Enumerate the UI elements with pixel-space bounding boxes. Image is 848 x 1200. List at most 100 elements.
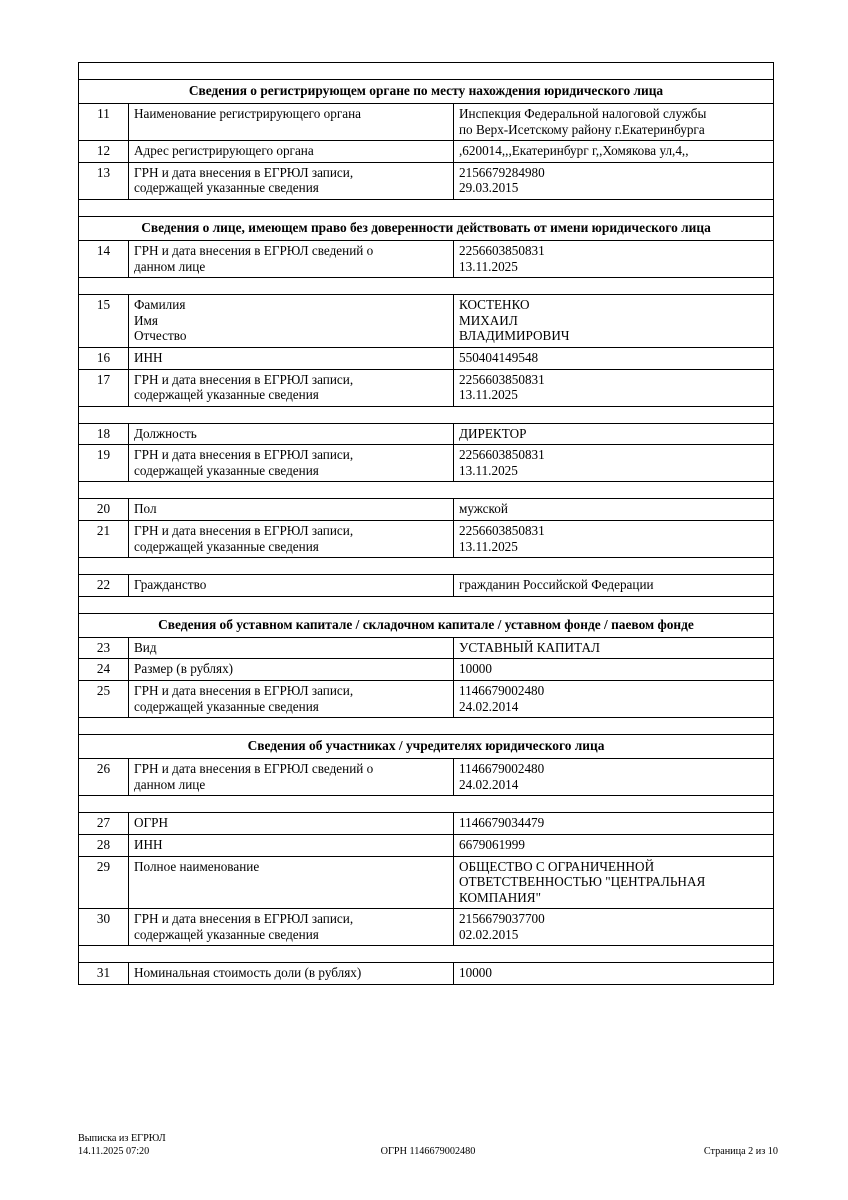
row-value: 10000 bbox=[452, 658, 775, 681]
row-value-line: 13.11.2025 bbox=[459, 538, 518, 554]
egrul-data-table: Сведения о регистрирующем органе по мест… bbox=[77, 62, 775, 985]
row-value-line: Инспекция Федеральной налоговой службы bbox=[459, 106, 707, 122]
row-value-line: 24.02.2014 bbox=[459, 776, 519, 792]
section-heading: Сведения об участниках / учредителях юри… bbox=[77, 734, 775, 760]
row-value-line: 2256603850831 bbox=[459, 371, 545, 387]
row-number: 31 bbox=[78, 962, 129, 985]
row-label: ОГРН bbox=[128, 812, 454, 835]
table-spacer-cell bbox=[77, 481, 775, 500]
row-label-line: содержащей указанные сведения bbox=[134, 698, 319, 714]
row-value: гражданин Российской Федерации bbox=[452, 574, 775, 597]
row-number: 26 bbox=[78, 758, 129, 797]
page-footer: Выписка из ЕГРЮЛ 14.11.2025 07:20 ОГРН 1… bbox=[78, 1132, 778, 1166]
row-value-line: по Верх-Исетскому району г.Екатеринбурга bbox=[459, 121, 705, 137]
row-label-line: ГРН и дата внесения в ЕГРЮЛ записи, bbox=[134, 447, 354, 463]
row-label-line: Имя bbox=[134, 312, 158, 328]
section-heading-row: Сведения об уставном капитале / складочн… bbox=[77, 612, 775, 638]
row-label-line: содержащей указанные сведения bbox=[134, 926, 319, 942]
row-value: УСТАВНЫЙ КАПИТАЛ bbox=[452, 636, 775, 660]
row-value-line: 1146679034479 bbox=[459, 815, 545, 831]
row-label: Наименование регистрирующего органа bbox=[128, 103, 454, 142]
table-spacer-cell bbox=[77, 717, 775, 736]
table-row: 14 ГРН и дата внесения в ЕГРЮЛ сведений о… bbox=[78, 240, 775, 279]
row-label: ГРН и дата внесения в ЕГРЮЛ сведений о да… bbox=[128, 240, 454, 279]
table-row: 29 Полное наименование ОБЩЕСТВО С ОГРАНИЧЕ… bbox=[78, 855, 775, 910]
row-label: ГРН и дата внесения в ЕГРЮЛ записи, содер… bbox=[128, 519, 454, 559]
table-row: 27 ОГРН 1146679034479 bbox=[78, 812, 775, 835]
row-value-line: 13.11.2025 bbox=[459, 462, 518, 478]
table-spacer-row bbox=[77, 62, 775, 80]
row-number: 28 bbox=[78, 833, 129, 857]
table-row: 15 Фамилия Имя Отчество КОСТЕНКО МИХАИЛ ВЛАДИМ… bbox=[78, 294, 775, 348]
row-value: Инспекция Федеральной налоговой службы по… bbox=[452, 103, 775, 142]
row-value: ОБЩЕСТВО С ОГРАНИЧЕННОЙ ОТВЕТСТВЕННОСТЬЮ … bbox=[452, 855, 775, 910]
row-value: 1146679002480 24.02.2014 bbox=[452, 758, 775, 797]
row-label: Полное наименование bbox=[128, 855, 454, 910]
row-value-line: 550404149548 bbox=[459, 349, 539, 365]
row-value: 2256603850831 13.11.2025 bbox=[452, 368, 775, 407]
row-value-line: 6679061999 bbox=[459, 836, 525, 852]
row-value-line: 10000 bbox=[459, 661, 492, 677]
table-row: 26 ГРН и дата внесения в ЕГРЮЛ сведений о… bbox=[78, 758, 775, 797]
row-number: 30 bbox=[78, 908, 129, 947]
row-label: ГРН и дата внесения в ЕГРЮЛ записи, содер… bbox=[128, 444, 454, 483]
row-label-line: ГРН и дата внесения в ЕГРЮЛ записи, bbox=[134, 522, 354, 538]
table-spacer-cell bbox=[77, 595, 775, 614]
row-value-line: КОМПАНИЯ" bbox=[459, 889, 541, 905]
row-value-line: ОТВЕТСТВЕННОСТЬЮ "ЦЕНТРАЛЬНАЯ bbox=[459, 874, 706, 890]
table-row: 19 ГРН и дата внесения в ЕГРЮЛ записи, сод… bbox=[78, 444, 775, 483]
row-number: 15 bbox=[78, 294, 129, 348]
table-spacer-row bbox=[77, 405, 775, 424]
row-value: 2256603850831 13.11.2025 bbox=[452, 240, 775, 279]
row-number: 24 bbox=[78, 658, 129, 681]
row-value-line: 10000 bbox=[459, 965, 492, 981]
table-spacer-cell bbox=[77, 945, 775, 964]
table-spacer-row bbox=[77, 595, 775, 614]
table-spacer-cell bbox=[77, 795, 775, 814]
footer-doc-kind: Выписка из ЕГРЮЛ bbox=[78, 1133, 166, 1144]
row-label: ГРН и дата внесения в ЕГРЮЛ записи, содер… bbox=[128, 908, 454, 947]
row-value: ДИРЕКТОР bbox=[452, 422, 775, 446]
section-heading-row: Сведения о регистрирующем органе по мест… bbox=[77, 78, 775, 105]
table-spacer-row bbox=[77, 795, 775, 814]
row-value: 2156679284980 29.03.2015 bbox=[452, 161, 775, 200]
row-number: 17 bbox=[78, 368, 129, 407]
row-value: 6679061999 bbox=[452, 833, 775, 857]
row-label: ГРН и дата внесения в ЕГРЮЛ записи, содер… bbox=[128, 679, 454, 719]
row-value: КОСТЕНКО МИХАИЛ ВЛАДИМИРОВИЧ bbox=[452, 294, 775, 348]
row-value-line: 2256603850831 bbox=[459, 243, 545, 259]
table-row: 30 ГРН и дата внесения в ЕГРЮЛ записи, сод… bbox=[78, 908, 775, 947]
row-number: 18 bbox=[78, 422, 129, 446]
row-number: 23 bbox=[78, 636, 129, 660]
row-label: Размер (в рублях) bbox=[128, 658, 454, 681]
row-value: 1146679002480 24.02.2014 bbox=[452, 679, 775, 719]
section-heading-row: Сведения об участниках / учредителях юри… bbox=[77, 734, 775, 760]
row-value-line: 24.02.2014 bbox=[459, 698, 519, 714]
row-value: 10000 bbox=[452, 962, 775, 985]
row-label-line: ГРН и дата внесения в ЕГРЮЛ записи, bbox=[134, 682, 354, 698]
row-label: Вид bbox=[128, 636, 454, 660]
table-spacer-cell bbox=[77, 405, 775, 424]
row-label: Фамилия Имя Отчество bbox=[128, 294, 454, 348]
row-value-line: гражданин Российской Федерации bbox=[459, 577, 654, 593]
row-value-line: 1146679002480 bbox=[459, 761, 545, 777]
row-label-line: данном лице bbox=[134, 258, 206, 274]
row-label: ГРН и дата внесения в ЕГРЮЛ сведений о да… bbox=[128, 758, 454, 797]
row-value-line: 29.03.2015 bbox=[459, 180, 519, 196]
row-value-line: УСТАВНЫЙ КАПИТАЛ bbox=[459, 639, 600, 655]
table-row: 13 ГРН и дата внесения в ЕГРЮЛ записи, сод… bbox=[78, 161, 775, 200]
row-number: 25 bbox=[78, 679, 129, 719]
row-value-line: 02.02.2015 bbox=[459, 926, 519, 942]
table-spacer-cell bbox=[77, 62, 775, 80]
row-value-line: ДИРЕКТОР bbox=[459, 425, 527, 441]
row-label-line: ГРН и дата внесения в ЕГРЮЛ записи, bbox=[134, 911, 354, 927]
row-value-line: 2256603850831 bbox=[459, 522, 545, 538]
table-spacer-row bbox=[77, 198, 775, 217]
row-label-line: ГРН и дата внесения в ЕГРЮЛ сведений о bbox=[134, 243, 374, 259]
table-spacer-row bbox=[77, 557, 775, 576]
row-value-line: КОСТЕНКО bbox=[459, 297, 530, 313]
footer-page-number: Страница 2 из 10 bbox=[703, 1146, 778, 1157]
row-label-line: содержащей указанные сведения bbox=[134, 462, 319, 478]
table-spacer-cell bbox=[77, 557, 775, 576]
